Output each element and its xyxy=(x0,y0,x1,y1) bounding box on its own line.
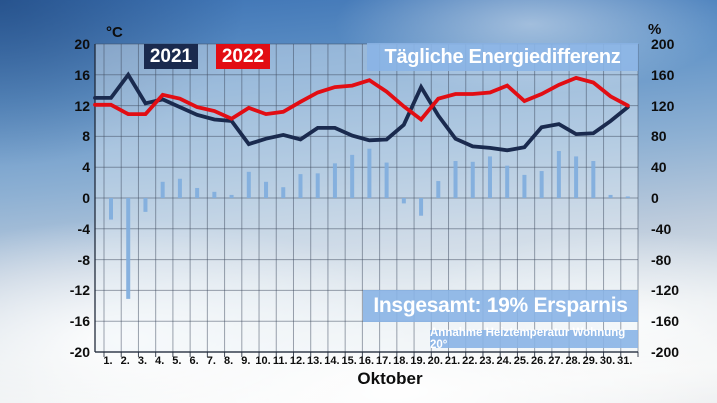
x-axis-tick: 6. xyxy=(189,355,199,367)
left-axis-tick: -16 xyxy=(69,313,90,330)
x-axis-tick: 31. xyxy=(617,355,633,367)
x-axis-tick: 14. xyxy=(324,355,340,367)
left-axis-tick: 4 xyxy=(82,159,90,176)
x-axis-tick: 8. xyxy=(223,355,234,367)
left-axis-unit: °C xyxy=(106,24,123,41)
x-axis-tick: 30. xyxy=(599,355,616,367)
legend-2021-label: 2021 xyxy=(149,45,193,67)
summary-banner: Insgesamt: 19% Ersparnis xyxy=(363,290,638,322)
x-axis-tick: 29. xyxy=(582,355,598,367)
x-axis-month-label: Oktober xyxy=(357,369,423,388)
left-axis-tick: -20 xyxy=(69,344,90,360)
right-axis-tick: 200 xyxy=(651,36,675,52)
x-axis-tick: 3. xyxy=(137,355,148,367)
summary-text: Insgesamt: 19% Ersparnis xyxy=(373,294,628,317)
x-axis-tick: 4. xyxy=(155,355,165,367)
right-axis-tick: 40 xyxy=(651,159,667,176)
x-axis-tick: 1. xyxy=(103,355,113,367)
x-axis-tick: 24. xyxy=(496,355,512,367)
x-axis-tick: 21. xyxy=(444,355,461,367)
left-axis-tick: 0 xyxy=(82,190,90,206)
assumption-banner: Annahme Heiztemperatur Wohnung 20° xyxy=(430,327,638,351)
x-axis-tick: 11. xyxy=(272,355,288,367)
right-axis-tick: 120 xyxy=(651,97,675,114)
x-axis-tick: 7. xyxy=(206,355,216,367)
x-axis-tick: 23. xyxy=(479,355,495,367)
x-axis-tick: 18. xyxy=(393,355,409,367)
x-axis-tick: 10. xyxy=(255,355,271,367)
x-axis-tick: 12. xyxy=(289,355,306,367)
left-axis-tick: -8 xyxy=(77,251,90,268)
left-axis-tick: 16 xyxy=(74,66,90,83)
legend-2021: 2021 xyxy=(144,44,198,69)
right-axis-tick: -120 xyxy=(651,282,680,299)
x-axis-tick: 17. xyxy=(375,355,392,367)
x-axis-tick: 27. xyxy=(548,355,564,367)
left-axis-tick: 20 xyxy=(74,36,90,52)
left-axis-tick: 8 xyxy=(82,128,90,145)
right-axis-tick: 0 xyxy=(651,190,659,206)
x-axis-tick: 15. xyxy=(341,355,357,367)
left-axis-tick: -12 xyxy=(69,282,90,299)
x-axis-tick: 5. xyxy=(172,355,182,367)
x-axis-tick: 26. xyxy=(530,355,547,367)
right-axis-tick: -40 xyxy=(651,220,672,237)
x-axis-tick: 20. xyxy=(427,355,443,367)
x-axis-tick: 16. xyxy=(358,355,375,367)
x-axis-tick: 13. xyxy=(307,355,323,367)
chart-title: Tägliche Energiedifferenz xyxy=(367,43,638,71)
left-axis-tick: 12 xyxy=(74,97,90,114)
chart-title-text: Tägliche Energiedifferenz xyxy=(384,45,621,68)
x-axis-tick: 22. xyxy=(462,355,478,367)
right-axis-tick: 160 xyxy=(651,66,675,83)
x-axis-tick: 9. xyxy=(241,355,251,367)
x-axis-tick: 19. xyxy=(410,355,426,367)
left-axis-tick: -4 xyxy=(77,220,90,237)
right-axis-unit: % xyxy=(648,21,662,38)
assumption-text: Annahme Heiztemperatur Wohnung 20° xyxy=(430,327,626,351)
x-axis-tick: 28. xyxy=(565,355,581,367)
right-axis-tick: -200 xyxy=(651,344,680,360)
x-axis-tick: 2. xyxy=(120,355,130,367)
legend-2022: 2022 xyxy=(216,44,270,69)
x-axis-tick: 25. xyxy=(513,355,530,367)
right-axis-tick: -160 xyxy=(651,313,680,330)
right-axis-tick: -80 xyxy=(651,251,672,268)
right-axis-tick: 80 xyxy=(651,128,667,145)
legend-2022-label: 2022 xyxy=(221,45,265,67)
